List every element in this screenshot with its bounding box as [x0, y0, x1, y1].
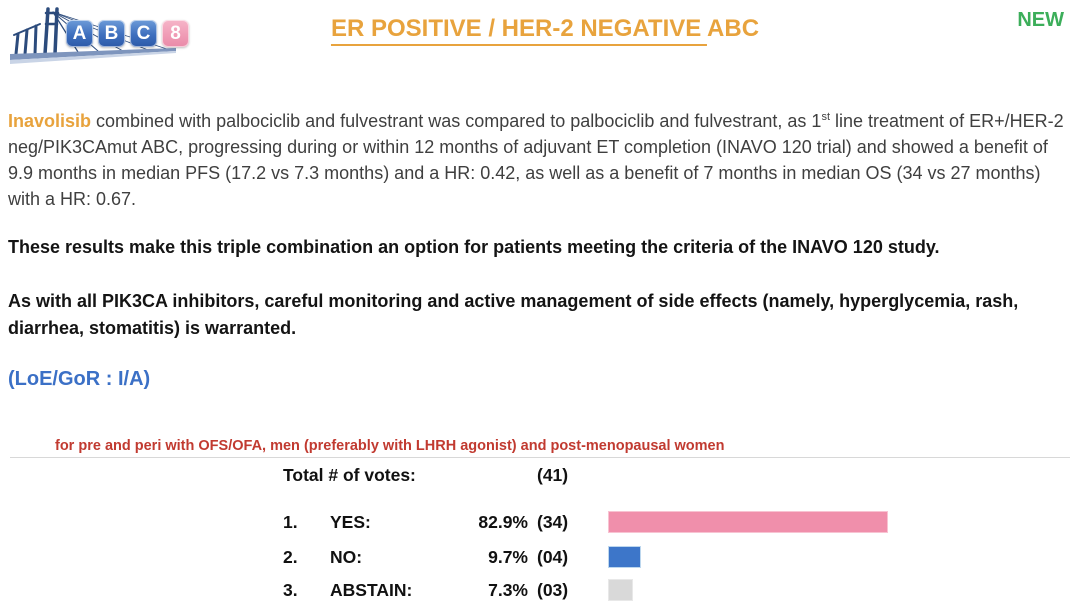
- vote-label: ABSTAIN:: [330, 580, 413, 600]
- logo-letter-tile-a: A: [66, 20, 93, 47]
- drug-name: Inavolisib: [8, 111, 92, 131]
- conference-logo: A B C 8: [8, 4, 189, 66]
- vote-rank: 3.: [283, 580, 298, 600]
- vote-label: YES:: [330, 512, 371, 532]
- vote-bar-yes: [608, 511, 888, 533]
- vote-bar-abstain: [608, 579, 633, 601]
- logo-letter-tile-c: C: [130, 20, 157, 47]
- vote-label: NO:: [330, 547, 363, 567]
- statement-safety: As with all PIK3CA inhibitors, careful m…: [8, 291, 1019, 338]
- vote-percentage: 7.3%: [488, 580, 528, 600]
- vote-count: (34): [537, 512, 569, 532]
- vote-row-abstain: 3. ABSTAIN: 7.3% (03): [0, 579, 1080, 605]
- vote-rank: 2.: [283, 547, 298, 567]
- page-title-suffix: ABC: [707, 15, 760, 42]
- vote-bar-no: [608, 546, 641, 568]
- vote-row-yes: 1. YES: 82.9% (34): [0, 511, 1080, 538]
- divider-line: [10, 457, 1070, 458]
- vote-count: (04): [537, 547, 569, 567]
- logo-number-tile-8: 8: [162, 20, 189, 47]
- loe-gor-label: (LoE/GoR : I/A): [8, 368, 151, 390]
- vote-rank: 1.: [283, 512, 298, 532]
- vote-percentage: 82.9%: [478, 512, 528, 532]
- statement-option: These results make this triple combinati…: [8, 237, 940, 257]
- vote-row-no: 2. NO: 9.7% (04): [0, 546, 1080, 573]
- intro-text-after-sup: line treatment of ER+/HER-2 neg/PIK3CAmu…: [8, 111, 1064, 209]
- logo-letter-tiles: A B C 8: [66, 20, 189, 47]
- vote-percentage: 9.7%: [488, 547, 528, 567]
- total-votes-label: Total # of votes:: [283, 465, 416, 485]
- intro-paragraph: Inavolisib combined with palbociclib and…: [8, 104, 1074, 212]
- page-title: ER POSITIVE / HER-2 NEGATIVE ABC: [330, 15, 760, 46]
- new-badge: NEW: [1017, 9, 1064, 31]
- population-note: for pre and peri with OFS/OFA, men (pref…: [55, 438, 725, 454]
- page-title-underlined: ER POSITIVE / HER-2 NEGATIVE: [330, 15, 708, 46]
- total-votes-count: (41): [537, 465, 569, 485]
- vote-count: (03): [537, 580, 569, 600]
- intro-text-before-sup: combined with palbociclib and fulvestran…: [91, 111, 822, 131]
- logo-letter-tile-b: B: [98, 20, 125, 47]
- ordinal-superscript: st: [821, 111, 830, 123]
